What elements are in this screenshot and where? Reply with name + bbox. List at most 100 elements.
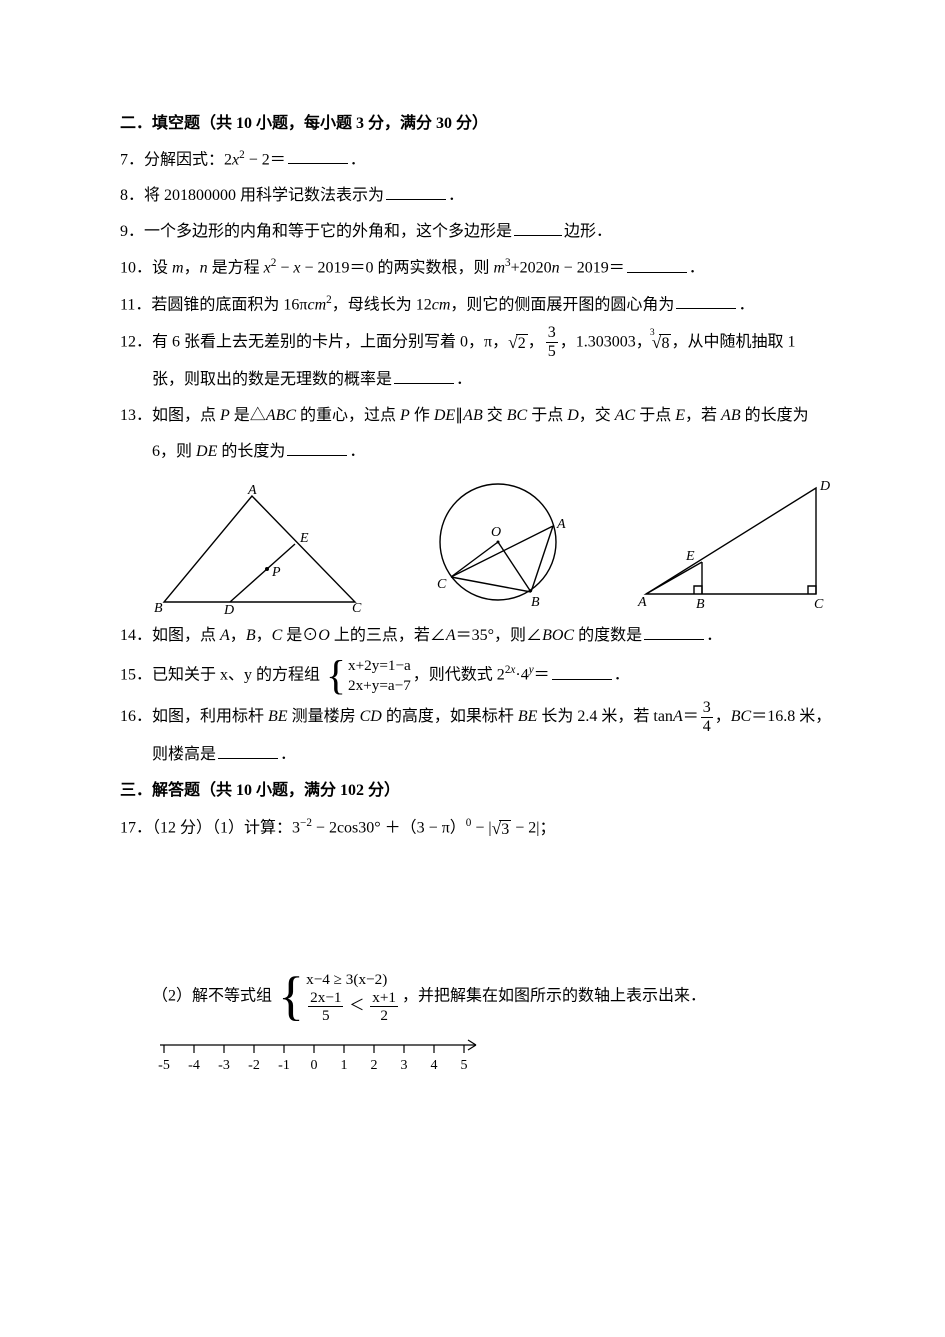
svg-text:D: D	[223, 603, 234, 614]
question-17-part2: （2）解不等式组 { x−4 ≥ 3(x−2) 2x−15 ＜ x+12 ，并把…	[120, 970, 839, 1023]
q14-blank	[644, 623, 704, 640]
q9-text-b: 边形．	[564, 223, 612, 240]
q10-after: ．	[689, 260, 705, 277]
q16-blank	[218, 742, 278, 759]
svg-text:4: 4	[431, 1058, 438, 1073]
q13-after: ．	[349, 443, 365, 460]
svg-text:O: O	[491, 525, 501, 540]
sqrt2-body: 2	[516, 334, 528, 352]
figures-row: A B C D E P	[152, 474, 839, 614]
svg-text:1: 1	[341, 1058, 348, 1073]
figure-numberline: -5-4-3-2-1012345	[152, 1029, 839, 1087]
svg-text:A: A	[247, 484, 257, 498]
frac-3-5: 35	[546, 325, 558, 360]
q17-r2-rhs-den: 2	[370, 1007, 398, 1023]
q11-after: ．	[738, 296, 754, 313]
question-13-line2: 6，则 DE 的长度为．	[120, 436, 839, 468]
svg-text:-4: -4	[188, 1058, 200, 1073]
question-9: 9．一个多边形的内角和等于它的外角和，这个多边形是边形．	[120, 216, 839, 248]
q12-mid: ，1.303003，	[560, 333, 652, 350]
q7-blank	[288, 147, 348, 164]
question-7: 7．分解因式：2x2 − 2＝．	[120, 144, 839, 176]
q16-line2-text: 则楼高是	[152, 746, 216, 763]
q15-after: ．	[614, 667, 630, 684]
section-2-title: 二．填空题（共 10 小题，每小题 3 分，满分 30 分）	[120, 108, 839, 140]
svg-text:-2: -2	[248, 1058, 260, 1073]
svg-text:-3: -3	[218, 1058, 230, 1073]
q7-text-a: ．分解因式：2	[128, 151, 232, 168]
svg-text:B: B	[531, 595, 540, 610]
q17-r2-rhs-num: x+1	[370, 990, 398, 1007]
svg-text:-5: -5	[158, 1058, 170, 1073]
q16-after: ．	[280, 746, 296, 763]
svg-text:A: A	[637, 595, 647, 610]
figure-right-triangles: A B C D E	[634, 474, 839, 614]
workspace-gap	[120, 850, 839, 970]
q10-num: 10	[120, 260, 136, 277]
q15-prefix: ．已知关于 x、y 的方程组	[136, 667, 320, 684]
frac-3-4-den: 4	[701, 718, 713, 735]
q15-sys-row1: x+2y=1−a	[348, 656, 411, 676]
svg-text:P: P	[271, 565, 281, 580]
q9-blank	[514, 219, 562, 236]
q12-num: 12	[120, 333, 136, 350]
q12-text-a: ．有 6 张看上去无差别的卡片，上面分别写着 0，π，	[136, 333, 508, 350]
svg-text:C: C	[437, 577, 447, 592]
svg-text:E: E	[685, 549, 695, 564]
q15-sys-row2: 2x+y=a−7	[348, 676, 411, 696]
cuberoot-idx: 3	[650, 323, 655, 342]
svg-text:C: C	[352, 601, 362, 614]
q14-after: ．	[706, 627, 722, 644]
question-12: 12．有 6 张看上去无差别的卡片，上面分别写着 0，π，√2，35，1.303…	[120, 325, 839, 360]
question-13: 13．如图，点 P 是△ABC 的重心，过点 P 作 DE∥AB 交 BC 于点…	[120, 400, 839, 432]
q8-blank	[386, 183, 446, 200]
inequality-system-q17: { x−4 ≥ 3(x−2) 2x−15 ＜ x+12	[278, 970, 400, 1023]
frac-3-5-num: 3	[546, 325, 558, 343]
q17-sys-row1: x−4 ≥ 3(x−2)	[306, 970, 400, 990]
q13-num: 13	[120, 407, 136, 424]
svg-text:0: 0	[311, 1058, 318, 1073]
svg-text:B: B	[696, 597, 705, 612]
question-15: 15．已知关于 x、y 的方程组 { x+2y=1−a 2x+y=a−7 ，则代…	[120, 656, 839, 696]
q15-num: 15	[120, 667, 136, 684]
svg-text:5: 5	[461, 1058, 468, 1073]
frac-3-4-num: 3	[701, 700, 713, 718]
q15-mid: ，则代数式 2	[413, 667, 505, 684]
svg-text:C: C	[814, 597, 824, 612]
question-11: 11．若圆锥的底面积为 16πcm2，母线长为 12cm，则它的侧面展开图的圆心…	[120, 289, 839, 321]
section-3-title: 三．解答题（共 10 小题，满分 102 分）	[120, 775, 839, 807]
sqrt3-body: 3	[499, 820, 511, 838]
q17-sys-row2: 2x−15 ＜ x+12	[306, 990, 400, 1023]
q8-text-a: ．将 201800000 用科学记数法表示为	[128, 187, 384, 204]
q17-p2-prefix: （2）解不等式组	[152, 987, 272, 1004]
sqrt-2-icon: √2	[508, 325, 528, 360]
question-12-line2: 张，则取出的数是无理数的概率是 ．	[120, 364, 839, 396]
q7-text-b: ．	[350, 151, 366, 168]
q11-num: 11	[120, 296, 135, 313]
q12-line2-text: 张，则取出的数是无理数的概率是	[152, 371, 392, 388]
exam-page: 二．填空题（共 10 小题，每小题 3 分，满分 30 分） 7．分解因式：2 x…	[0, 0, 945, 1337]
q17-r2-lhs-den: 5	[308, 1007, 343, 1023]
q17-p2-suffix: ，并把解集在如图所示的数轴上表示出来．	[402, 987, 706, 1004]
q13-blank	[287, 439, 347, 456]
question-16-line2: 则楼高是 ．	[120, 739, 839, 771]
svg-text:B: B	[154, 601, 163, 614]
sqrt-3-icon: √3	[492, 811, 512, 846]
q12-blank	[394, 367, 454, 384]
frac-3-4: 34	[701, 700, 713, 735]
q16-num: 16	[120, 708, 136, 725]
q17-num: 17	[120, 819, 136, 836]
question-17-part1: 17．（12 分）（1）计算：3−2 − 2cos30° ＋（3 − π）0 −…	[120, 811, 839, 846]
cuberoot-8-icon: 3√8	[652, 325, 672, 360]
q12-after: ．	[456, 371, 472, 388]
q8-num: 8	[120, 187, 128, 204]
q7-num: 7	[120, 151, 128, 168]
q11-blank	[676, 292, 736, 309]
svg-text:D: D	[819, 479, 830, 494]
svg-text:E: E	[299, 531, 309, 546]
cuberoot-body: 8	[659, 334, 671, 352]
svg-text:-1: -1	[278, 1058, 290, 1073]
q10-blank	[627, 256, 687, 273]
q8-text-b: ．	[448, 187, 464, 204]
frac-3-5-den: 5	[546, 343, 558, 360]
